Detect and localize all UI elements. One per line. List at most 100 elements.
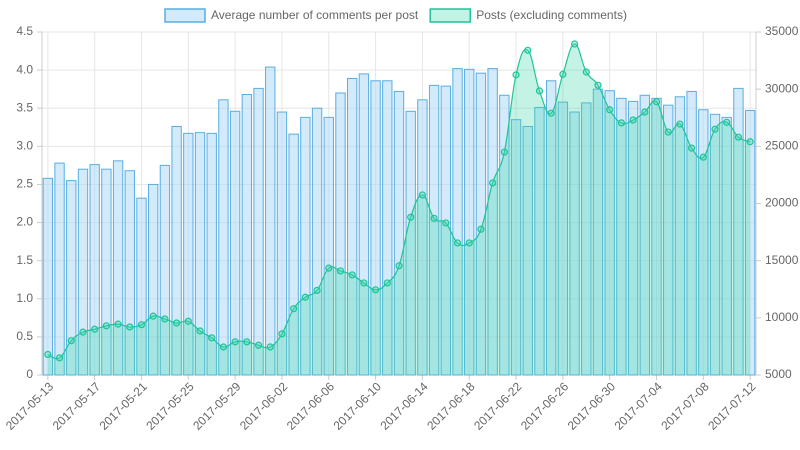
point: [407, 213, 415, 221]
bar: [194, 132, 206, 376]
point: [161, 315, 169, 323]
point: [594, 81, 602, 89]
point: [196, 327, 204, 335]
x-tick-label: 2017-05-17: [50, 379, 104, 433]
point: [67, 337, 75, 345]
bar: [171, 126, 182, 376]
bar: [393, 90, 405, 376]
point: [219, 343, 228, 351]
bar: [253, 87, 264, 376]
bar: [581, 102, 592, 376]
bar: [323, 116, 334, 376]
x-tick-label: 2017-06-26: [518, 379, 572, 433]
y-tick-label: 2.5: [16, 177, 33, 191]
bar: [499, 94, 510, 376]
point: [723, 118, 731, 126]
bar: [639, 94, 650, 376]
y-tick-label: 1.0: [16, 291, 33, 305]
point: [442, 219, 450, 227]
point: [55, 354, 64, 362]
x-tick-label: 2017-06-14: [377, 379, 431, 433]
point: [102, 322, 110, 330]
y2-tick-label: 35000: [765, 24, 799, 38]
point: [746, 138, 754, 146]
y2-tick-label: 15000: [765, 253, 799, 267]
bar: [265, 66, 276, 376]
point: [465, 239, 473, 247]
x-tick-label: 2017-06-22: [471, 379, 525, 433]
point: [664, 128, 672, 136]
bar: [206, 132, 217, 376]
x-tick-label: 2017-06-06: [284, 379, 338, 433]
bar: [475, 72, 487, 376]
point: [313, 286, 321, 294]
point: [711, 125, 719, 133]
point: [418, 191, 427, 199]
bar: [522, 126, 533, 376]
point: [91, 325, 99, 333]
y2-tick-label: 5000: [765, 367, 792, 381]
point: [278, 330, 286, 338]
point: [266, 343, 274, 351]
point: [617, 119, 625, 127]
x-tick-label: 2017-07-12: [705, 379, 759, 433]
point: [489, 179, 497, 187]
bar: [627, 100, 639, 376]
bar: [136, 197, 147, 376]
point: [524, 46, 532, 54]
bar: [405, 110, 416, 376]
x-tick-label: 2017-06-02: [237, 379, 291, 433]
bar: [557, 101, 569, 376]
y-tick-label: 0.5: [16, 329, 33, 343]
point: [243, 338, 251, 346]
bar: [721, 116, 732, 376]
y2-tick-label: 20000: [765, 196, 799, 210]
bar: [616, 97, 627, 376]
point: [231, 338, 239, 346]
point: [173, 319, 181, 327]
bar: [101, 168, 112, 376]
point: [570, 40, 579, 48]
bar: [89, 164, 100, 376]
bar: [159, 164, 171, 376]
bar: [42, 177, 54, 376]
bar: [276, 111, 288, 376]
point: [582, 68, 590, 76]
bar: [545, 80, 557, 376]
bar: [428, 84, 440, 376]
point: [325, 264, 333, 272]
point: [290, 305, 298, 313]
point: [395, 262, 403, 270]
point: [453, 239, 462, 247]
point: [430, 214, 438, 222]
y2-tick-label: 25000: [765, 139, 799, 153]
bar: [604, 90, 615, 376]
x-tick-label: 2017-05-25: [143, 379, 197, 433]
y-tick-label: 4.0: [16, 62, 33, 76]
bar: [510, 119, 522, 376]
bar: [452, 68, 463, 376]
x-tick-label: 2017-07-08: [658, 379, 712, 433]
bar: [382, 80, 393, 376]
y2-tick-label: 10000: [765, 310, 799, 324]
bar: [663, 104, 674, 376]
y-tick-label: 3.5: [16, 100, 33, 114]
bar: [112, 160, 124, 376]
legend-swatch: [164, 8, 206, 23]
bar: [733, 87, 744, 376]
legend-label: Average number of comments per post: [211, 8, 419, 22]
point: [184, 317, 192, 325]
point: [734, 133, 743, 141]
bar: [698, 109, 709, 376]
point: [360, 279, 368, 287]
point: [559, 70, 567, 78]
bar: [300, 116, 311, 376]
point: [477, 225, 485, 233]
bar: [54, 162, 65, 376]
y-tick-label: 4.5: [16, 24, 33, 38]
bar: [592, 88, 604, 376]
line: [47, 43, 751, 360]
point: [137, 321, 146, 329]
point: [500, 148, 508, 156]
